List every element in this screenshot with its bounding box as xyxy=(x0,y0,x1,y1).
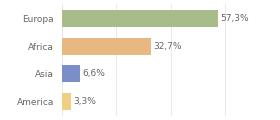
Bar xyxy=(62,93,71,110)
Bar xyxy=(62,65,80,82)
Text: 6,6%: 6,6% xyxy=(82,69,105,78)
Text: 32,7%: 32,7% xyxy=(153,42,182,51)
Bar xyxy=(62,10,218,27)
Bar xyxy=(62,38,151,55)
Text: 3,3%: 3,3% xyxy=(73,97,96,106)
Text: 57,3%: 57,3% xyxy=(220,14,249,23)
